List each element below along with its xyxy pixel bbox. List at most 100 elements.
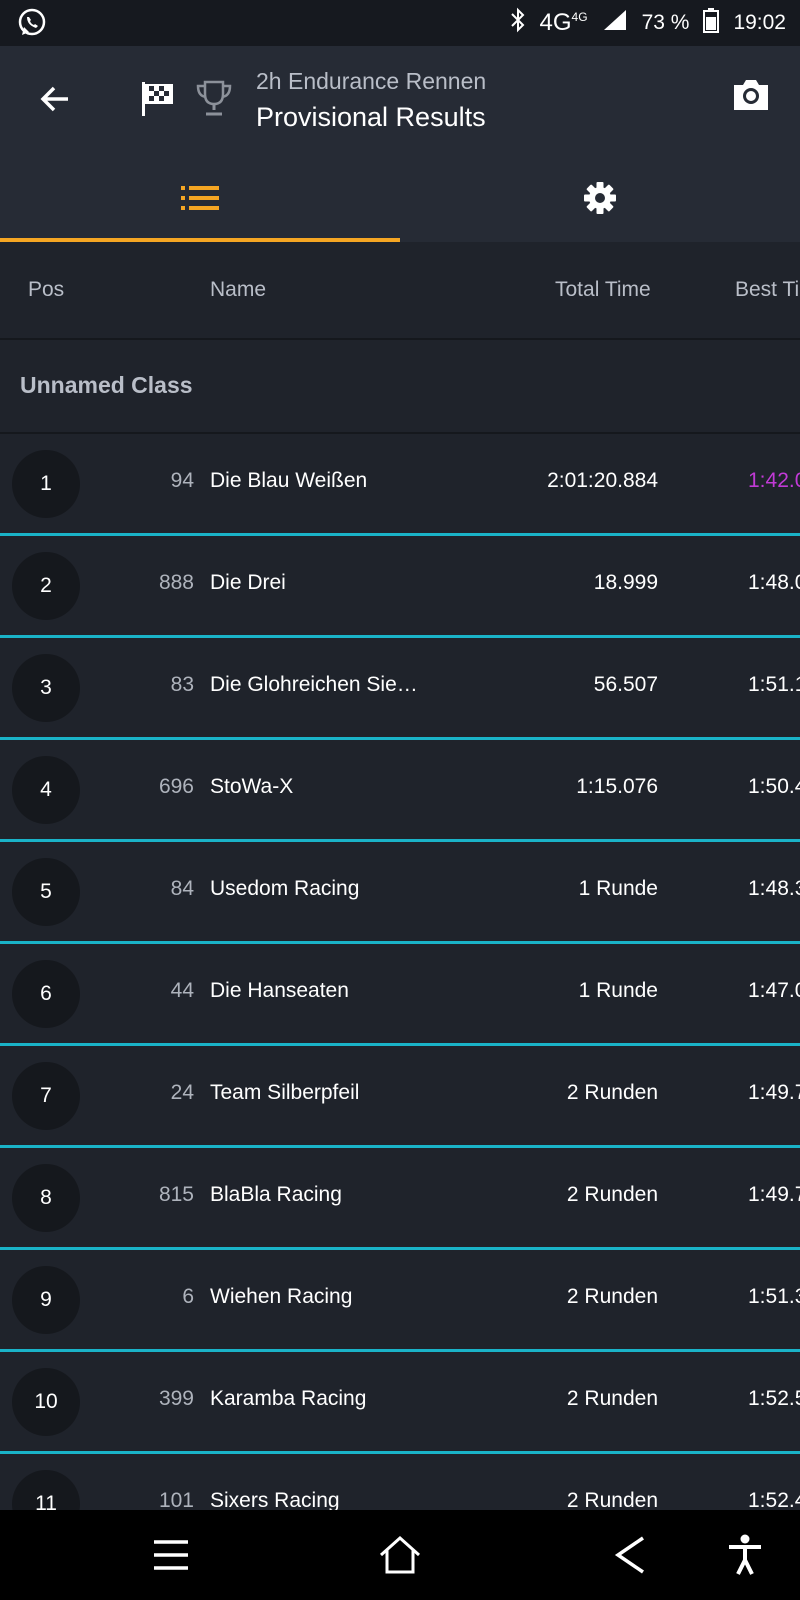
position-badge: 10 (12, 1368, 80, 1436)
car-number: 83 (170, 673, 194, 696)
total-time: 2 Runden (566, 1285, 658, 1308)
best-lap-time: 1:51.1 (748, 673, 800, 696)
total-time: 1 Runde (578, 979, 658, 1002)
best-lap-time: 1:49.7 (748, 1183, 800, 1206)
result-row[interactable]: 3 83 Die Glohreichen Sie… 56.507 1:51.1 (0, 638, 800, 740)
team-name: Die Drei (210, 571, 286, 594)
gear-icon (584, 182, 616, 214)
column-name: Name (210, 278, 267, 301)
menu-lines-icon (154, 1540, 188, 1570)
best-lap-time: 1:51.3 (748, 1285, 800, 1308)
car-number: 696 (158, 775, 194, 798)
checkered-flag-icon (140, 80, 176, 123)
total-time: 1 Runde (578, 877, 658, 900)
team-name: BlaBla Racing (210, 1183, 342, 1206)
battery-icon (703, 7, 720, 39)
home-button[interactable] (375, 1530, 425, 1580)
car-number: 815 (158, 1183, 194, 1206)
accessibility-button[interactable] (720, 1530, 770, 1580)
network-indicator: 4G4G (539, 9, 588, 36)
total-time: 2 Runden (566, 1489, 658, 1510)
position-badge: 8 (12, 1164, 80, 1232)
screenshot-button[interactable] (730, 76, 778, 120)
best-lap-time: 1:49.7 (748, 1081, 800, 1104)
total-time: 18.999 (593, 571, 658, 594)
result-row[interactable]: 11 101 Sixers Racing 2 Runden 1:52.4 (0, 1454, 800, 1510)
total-time: 2 Runden (566, 1387, 658, 1410)
team-name: Sixers Racing (210, 1489, 340, 1510)
result-row[interactable]: 10 399 Karamba Racing 2 Runden 1:52.5 (0, 1352, 800, 1454)
best-lap-time: 1:52.5 (748, 1387, 800, 1410)
position-badge: 5 (12, 858, 80, 926)
menu-button[interactable] (146, 1530, 196, 1580)
total-time: 2:01:20.884 (547, 469, 658, 492)
result-row[interactable]: 8 815 BlaBla Racing 2 Runden 1:49.7 (0, 1148, 800, 1250)
camera-icon (734, 80, 768, 110)
car-number: 44 (170, 979, 194, 1002)
result-row[interactable]: 1 94 Die Blau Weißen 2:01:20.884 1:42.0 (0, 434, 800, 536)
bluetooth-icon (510, 7, 526, 39)
result-row[interactable]: 7 24 Team Silberpfeil 2 Runden 1:49.7 (0, 1046, 800, 1148)
team-name: Die Hanseaten (210, 979, 349, 1002)
signal-icon (602, 8, 628, 38)
total-time: 2 Runden (566, 1183, 658, 1206)
class-name: Unnamed Class (20, 372, 193, 398)
team-name: Karamba Racing (210, 1387, 367, 1410)
position-badge: 1 (12, 450, 80, 518)
total-time: 56.507 (593, 673, 658, 696)
result-row[interactable]: 9 6 Wiehen Racing 2 Runden 1:51.3 (0, 1250, 800, 1352)
active-tab-indicator (0, 238, 400, 242)
results-column-header: Pos Name Total Time Best Ti (0, 242, 800, 340)
home-icon (379, 1535, 421, 1574)
whatsapp-icon (16, 7, 48, 45)
total-time: 2 Runden (566, 1081, 658, 1104)
team-name: Usedom Racing (210, 877, 360, 900)
car-number: 84 (170, 877, 194, 900)
position-badge: 11 (12, 1470, 80, 1510)
best-lap-time: 1:48.3 (748, 877, 800, 900)
tab-settings[interactable] (400, 154, 800, 242)
team-name: Wiehen Racing (210, 1285, 353, 1308)
best-lap-time: 1:42.0 (748, 469, 800, 492)
results-list: 1 94 Die Blau Weißen 2:01:20.884 1:42.0 2 888 D… (0, 434, 800, 1510)
position-badge: 3 (12, 654, 80, 722)
best-lap-time: 1:48.0 (748, 571, 800, 594)
total-time: 1:15.076 (576, 775, 658, 798)
best-lap-time: 1:47.0 (748, 979, 800, 1002)
car-number: 24 (170, 1081, 194, 1104)
clock: 19:02 (733, 11, 786, 34)
system-back-button[interactable] (605, 1530, 655, 1580)
status-bar: 4G4G 73 % 19:02 (0, 0, 800, 46)
car-number: 888 (158, 571, 194, 594)
column-best-time: Best Ti (735, 278, 800, 301)
best-lap-time: 1:50.4 (748, 775, 800, 798)
result-row[interactable]: 6 44 Die Hanseaten 1 Runde 1:47.0 (0, 944, 800, 1046)
position-badge: 7 (12, 1062, 80, 1130)
event-subtitle: 2h Endurance Rennen (256, 68, 487, 94)
best-lap-time: 1:52.4 (748, 1489, 800, 1510)
position-badge: 2 (12, 552, 80, 620)
class-section-header: Unnamed Class (0, 340, 800, 434)
position-badge: 4 (12, 756, 80, 824)
back-button[interactable] (30, 74, 80, 124)
trophy-icon (194, 78, 234, 123)
team-name: StoWa-X (210, 775, 294, 798)
battery-percent: 73 % (641, 11, 690, 34)
position-badge: 6 (12, 960, 80, 1028)
page-title: Provisional Results (256, 102, 486, 132)
result-row[interactable]: 2 888 Die Drei 18.999 1:48.0 (0, 536, 800, 638)
chevron-left-icon (614, 1536, 644, 1574)
arrow-left-icon (40, 86, 68, 112)
team-name: Die Blau Weißen (210, 469, 368, 492)
tab-results-list[interactable] (0, 154, 400, 242)
car-number: 101 (158, 1489, 194, 1510)
car-number: 94 (170, 469, 194, 492)
result-row[interactable]: 4 696 StoWa-X 1:15.076 1:50.4 (0, 740, 800, 842)
accessibility-icon (729, 1534, 761, 1575)
result-row[interactable]: 5 84 Usedom Racing 1 Runde 1:48.3 (0, 842, 800, 944)
system-navigation-bar (0, 1510, 800, 1600)
team-name: Team Silberpfeil (210, 1081, 360, 1104)
column-total-time: Total Time (555, 278, 651, 301)
tab-bar (0, 154, 800, 242)
team-name: Die Glohreichen Sie… (210, 673, 418, 696)
